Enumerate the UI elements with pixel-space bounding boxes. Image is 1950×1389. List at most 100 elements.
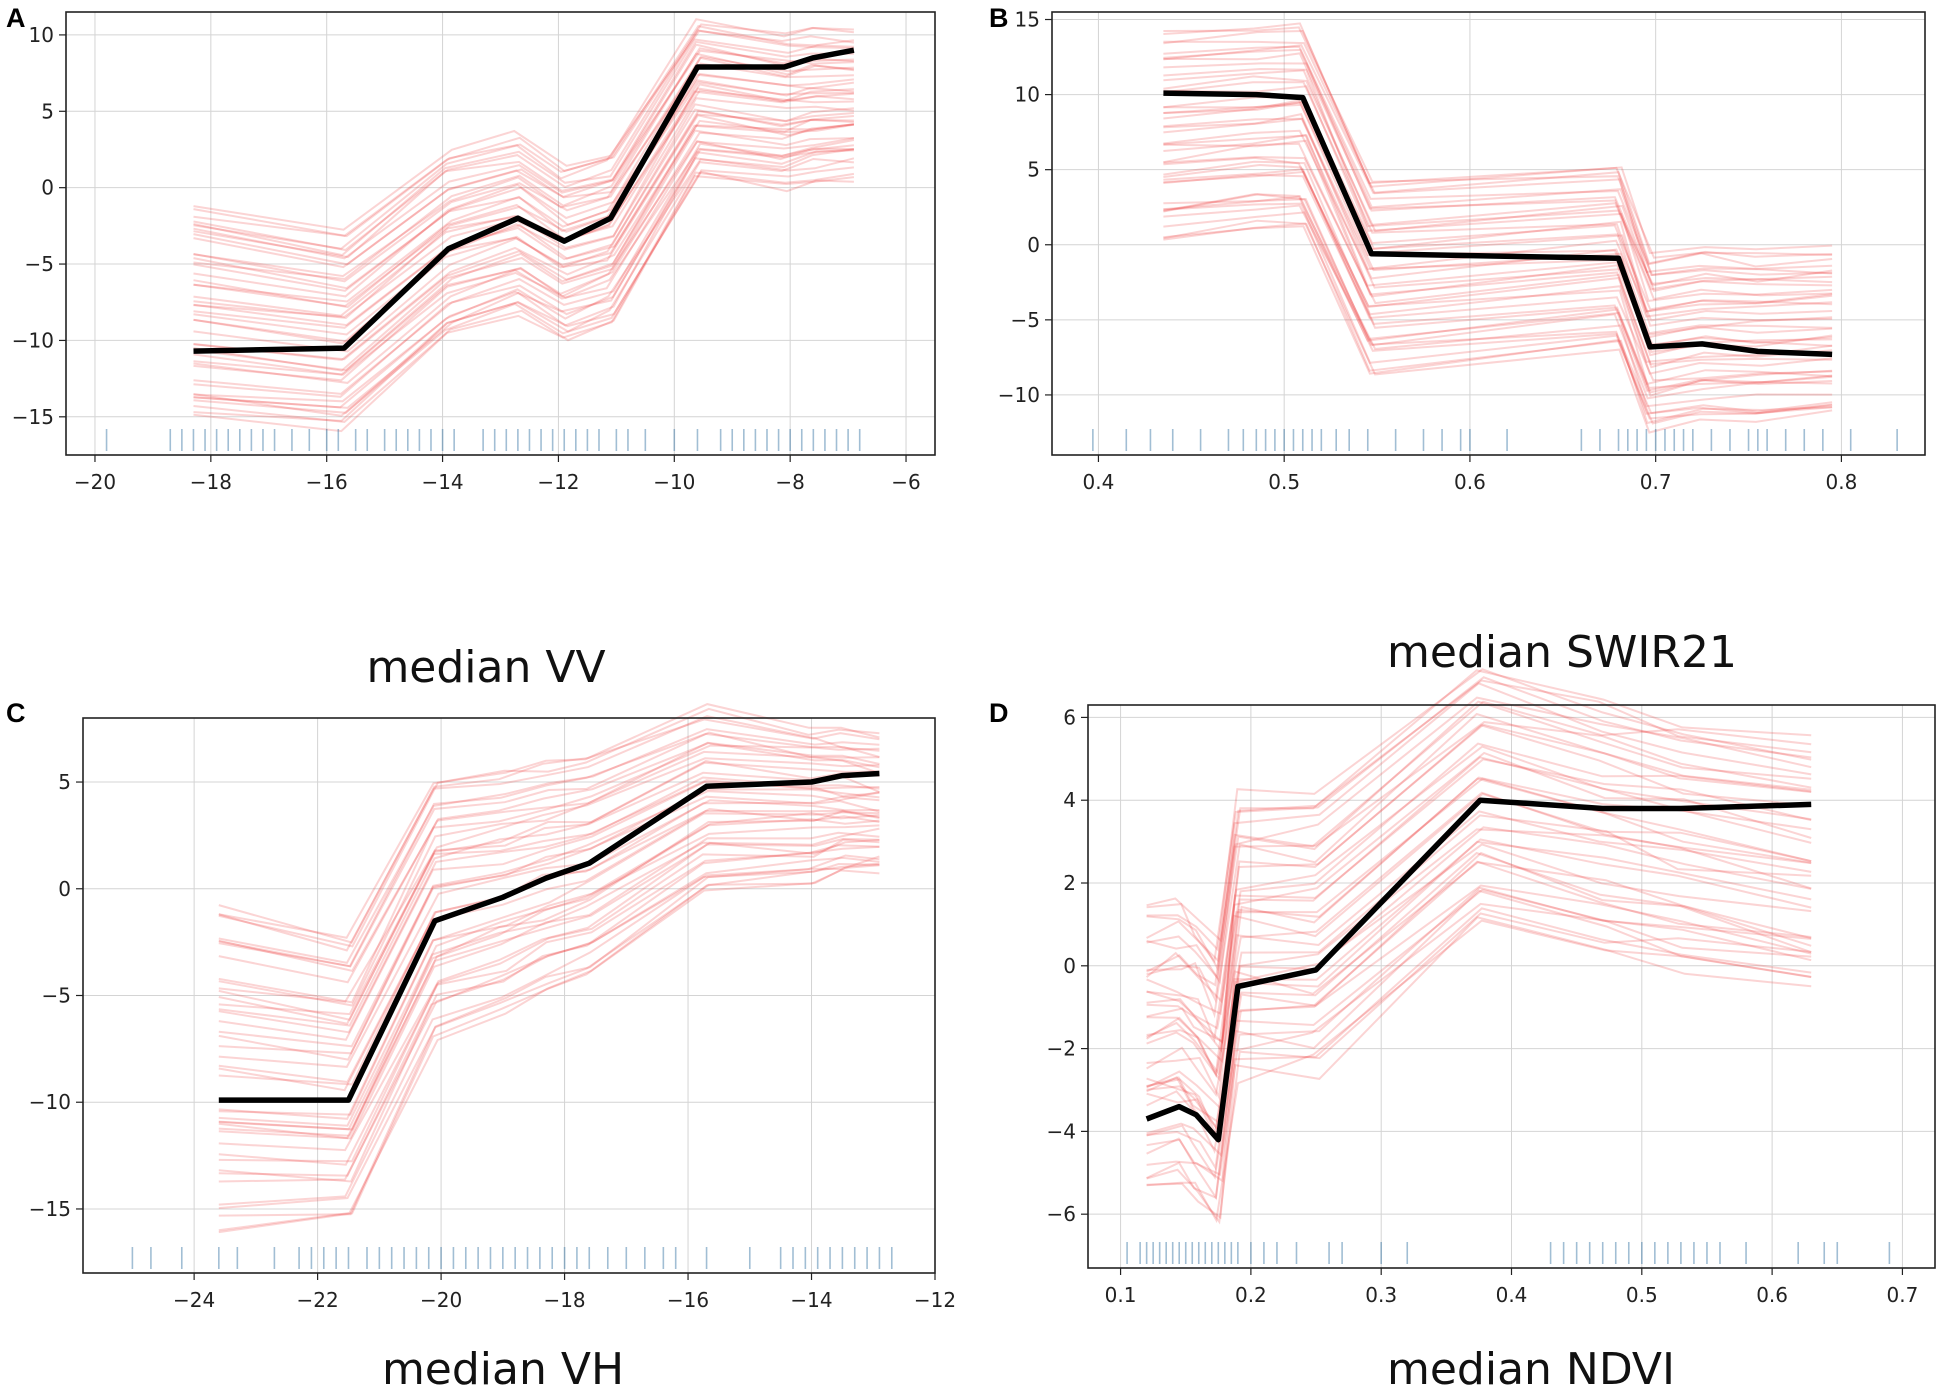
panel-d-xtick-label: 0.2 <box>1235 1283 1267 1307</box>
panel-d-ice-curve <box>1146 791 1812 1078</box>
panel-d-ice-curve <box>1146 889 1812 1201</box>
panel-d-ytick-label: 6 <box>1063 705 1076 729</box>
panel-a-ice-curve <box>193 112 854 353</box>
panel-b-ice-curve <box>1163 103 1833 339</box>
panel-d-ytick-label: 0 <box>1063 954 1076 978</box>
panel-c-ice-curve <box>218 815 880 1137</box>
panel-c-ice-curve <box>218 869 880 1210</box>
panel-d-ice-curve <box>1146 861 1812 1144</box>
panel-a-ice-curve <box>193 55 854 278</box>
panel-a-ice-curve <box>193 40 854 259</box>
panel-c-xtick-label: −14 <box>790 1288 832 1312</box>
panel-d-xtick-label: 0.6 <box>1756 1283 1788 1307</box>
panel-a-ytick-label: −15 <box>12 405 54 429</box>
panel-d-ice-curve <box>1146 668 1812 952</box>
panel-b-ytick-label: 15 <box>1015 8 1040 32</box>
panel-b-ice-curve <box>1163 222 1833 434</box>
panel-c-ice-curve <box>218 744 880 1004</box>
panel-c: C median VH −24 −22 −20 −18 −16 −14 −12 −15 −10 −… <box>6 698 956 1389</box>
panel-d-ytick-label: −2 <box>1047 1037 1076 1061</box>
panel-c-ice-curve <box>218 838 880 1166</box>
panel-b-xtick-label: 0.6 <box>1454 470 1486 494</box>
panel-d-letter: D <box>989 698 1009 728</box>
panel-d-ice-curve <box>1146 723 1812 1016</box>
panel-c-ice-curve <box>218 854 880 1206</box>
panel-b-ice-curve <box>1163 170 1833 392</box>
panel-c-ice-curve <box>218 703 880 939</box>
panel-a-ice-curve <box>193 81 854 308</box>
panel-b-ice-curve <box>1163 26 1833 268</box>
panel-d-ice-curve <box>1146 669 1812 943</box>
panel-c-ice-curve <box>218 811 880 1120</box>
panel-d-ytick-label: 2 <box>1063 871 1076 895</box>
panel-a-ice-curve <box>193 140 855 384</box>
panel-d-ice-curve <box>1146 758 1812 1045</box>
panel-a-ice-curve <box>193 103 854 327</box>
panel-b-ice-curve <box>1163 193 1833 397</box>
panel-d-xlabel: median NDVI <box>1387 1344 1675 1389</box>
panel-d-xtick-label: 0.3 <box>1365 1283 1397 1307</box>
panel-b-ice-curve <box>1163 139 1833 366</box>
panel-a-xtick-label: −14 <box>421 470 463 494</box>
panel-c-xtick-label: −16 <box>667 1288 709 1312</box>
panel-b-ice-curve <box>1163 163 1833 363</box>
panel-c-ice-curve <box>218 812 880 1116</box>
panel-d-ice-curve <box>1146 886 1812 1176</box>
panel-a-ice-curve <box>193 18 855 231</box>
panel-d-ice-curve <box>1146 826 1812 1131</box>
panel-a-ytick-label: −10 <box>12 328 54 352</box>
panel-c-xtick-label: −12 <box>914 1288 956 1312</box>
panel-a-ice-curve <box>193 123 855 372</box>
panel-b-ytick-label: −5 <box>1011 308 1040 332</box>
panel-a-ice-curve <box>193 149 854 403</box>
panel-d-ice-curve <box>1146 682 1812 963</box>
panel-d-ice-curve <box>1146 777 1812 1079</box>
panel-a-ice-curve <box>193 29 854 252</box>
panel-a-ice-curve <box>193 52 855 266</box>
panel-a-ytick-label: −5 <box>25 252 54 276</box>
panel-d-ice-curve <box>1146 907 1812 1200</box>
panel-a-ice-curve <box>193 157 854 422</box>
panel-d-ice-curve <box>1146 810 1812 1101</box>
panel-a-ice-curve <box>193 110 854 329</box>
panel-d-ice-curve <box>1146 851 1812 1155</box>
panel-c-ice-curve <box>218 831 880 1140</box>
panel-c-ytick-label: −5 <box>42 984 71 1008</box>
panel-c-ice-curve <box>218 855 880 1217</box>
panel-c-xtick-label: −20 <box>420 1288 462 1312</box>
panel-a-ice-curve <box>193 73 855 290</box>
panel-d-ice-curve <box>1146 902 1812 1183</box>
panel-b-ice-curve <box>1163 160 1833 375</box>
panel-d-ice-curve <box>1146 742 1812 1030</box>
panel-a-ice-curve <box>193 175 855 423</box>
panel-b-ice-curve <box>1163 85 1833 302</box>
panel-a-ice-curve <box>193 147 854 376</box>
panel-d-xtick-label: 0.1 <box>1105 1283 1137 1307</box>
panel-b-ice-curve <box>1163 45 1833 276</box>
panel-a-ice-curve <box>193 38 854 257</box>
panel-d-ice-curve <box>1145 724 1812 1004</box>
panel-a-ytick-label: 10 <box>29 23 54 47</box>
panel-d-ice-curve <box>1146 712 1812 1019</box>
panel-b-ice-curve <box>1163 173 1833 389</box>
panel-c-ice-curve <box>218 728 880 965</box>
panel-a-ice-curve <box>193 148 855 409</box>
panel-a-frame <box>65 11 936 456</box>
panel-a-ice-curve <box>193 123 854 382</box>
panel-d-ice-curve <box>1146 756 1812 1053</box>
panel-c-ice-curve <box>218 718 880 944</box>
panel-a-xtick-label: −18 <box>190 470 232 494</box>
panel-a-ice-curve <box>193 83 854 320</box>
panel-c-ice-curve <box>218 732 880 968</box>
panel-c-ice-curve <box>218 839 880 1140</box>
panel-b-ice-curve <box>1163 225 1833 425</box>
panel-c-xlabel: median VH <box>382 1344 624 1389</box>
panel-b-ice-curve <box>1163 129 1833 336</box>
panel-b-ice-curve <box>1163 198 1833 415</box>
panel-c-ice-curve <box>218 844 880 1183</box>
panel-a-ice-curve <box>193 170 854 417</box>
panel-c-ice-curve <box>218 856 880 1183</box>
panel-b-ice-curve <box>1163 117 1833 335</box>
panel-b-ice-curve <box>1163 52 1833 285</box>
panel-d-average-line <box>1145 797 1812 1143</box>
